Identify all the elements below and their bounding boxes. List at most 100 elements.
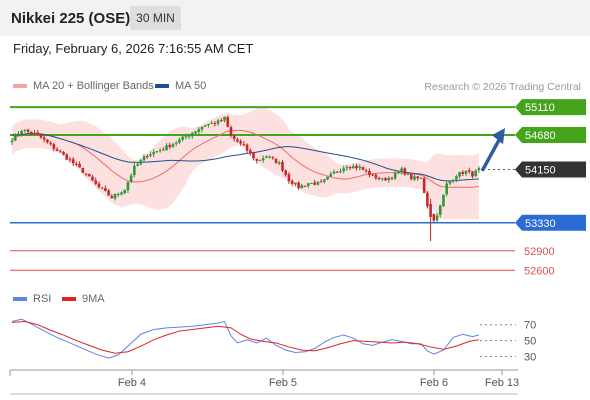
rsi-tick-30: 30 (524, 351, 536, 363)
candle (220, 118, 223, 123)
header-bar: Nikkei 225 (OSE) 30 MIN (0, 0, 590, 36)
candle (339, 168, 342, 174)
credit-text: Research © 2026 Trading Central (424, 81, 581, 93)
candle-body (174, 142, 178, 144)
ma50-label: MA 50 (175, 80, 207, 92)
candle (355, 163, 358, 171)
candle-body (210, 122, 213, 124)
candle-body (213, 123, 217, 125)
candle-body (252, 152, 255, 159)
candle-body (458, 171, 461, 177)
level-label-52900: 52900 (524, 246, 555, 258)
candle-body (403, 168, 407, 175)
candle (229, 125, 233, 138)
candle-body (313, 182, 316, 185)
candle-body (55, 149, 59, 152)
candle-body (75, 163, 78, 165)
candle-body (162, 149, 165, 151)
candle-body (203, 125, 207, 127)
level-label-53330: 53330 (525, 218, 556, 230)
candle (158, 148, 162, 153)
candle-body (422, 178, 426, 193)
candle (384, 177, 387, 182)
level-tag-54150 (515, 161, 586, 178)
candle-body (435, 215, 439, 221)
candle (429, 198, 432, 241)
candle-body (10, 140, 14, 143)
candle-body (65, 154, 69, 160)
candle (100, 187, 104, 190)
candle-body (107, 190, 110, 196)
legend-rsi: RSI (13, 293, 51, 305)
candle (294, 182, 297, 187)
ma20-swatch (13, 84, 27, 89)
candle (42, 135, 46, 143)
candle-body (438, 205, 442, 215)
candle-body (268, 156, 271, 158)
candle-body (207, 123, 210, 126)
candle (371, 173, 374, 177)
candle-body (261, 158, 265, 161)
x-tick-label: Feb 13 (485, 377, 519, 389)
candle (426, 191, 429, 209)
candle (107, 188, 110, 196)
candle (445, 180, 448, 197)
candle-body (149, 154, 152, 156)
level-tag-55110 (515, 99, 586, 116)
candle-body (158, 150, 162, 152)
candle (197, 127, 201, 135)
candle-body (271, 157, 275, 159)
candle (403, 167, 407, 176)
candle (390, 176, 394, 181)
timestamp: Friday, February 6, 2026 7:16:55 AM CET (13, 41, 254, 56)
candle-body (110, 195, 114, 199)
candle-body (191, 132, 194, 137)
candle (345, 165, 349, 171)
candle (361, 166, 365, 171)
candle (368, 168, 371, 178)
candle-body (397, 171, 400, 174)
candle-body (200, 126, 204, 130)
candle (194, 130, 197, 135)
candle (316, 181, 320, 186)
candle-body (94, 180, 98, 184)
x-tick-label: Feb 4 (118, 377, 146, 389)
candle-body (232, 135, 236, 139)
candle (348, 166, 352, 171)
candle (200, 126, 204, 133)
candle-body (445, 183, 448, 195)
candle-body (255, 158, 259, 161)
rsi-swatch (13, 297, 27, 302)
candle (62, 151, 65, 156)
candle-body (145, 156, 149, 158)
candle-body (136, 164, 139, 166)
candle (10, 137, 14, 145)
candle-body (300, 185, 304, 189)
candle (113, 193, 117, 201)
candle (81, 167, 85, 174)
timeframe-button[interactable]: 30 MIN (130, 6, 181, 30)
candle-body (306, 183, 310, 187)
candle-body (181, 136, 184, 140)
candle (145, 154, 149, 159)
candle-body (348, 167, 352, 169)
candle (393, 171, 397, 181)
candle (17, 131, 20, 136)
candle (210, 120, 213, 125)
candle-body (339, 171, 342, 173)
candle (191, 131, 194, 139)
candle-body (91, 176, 94, 181)
candle-body (390, 177, 394, 179)
candle-body (104, 188, 107, 191)
candle (46, 139, 49, 144)
candle (464, 170, 468, 176)
candle-body (23, 129, 27, 131)
x-tick-label: Feb 5 (269, 377, 297, 389)
candle (310, 182, 313, 184)
candle-body (290, 180, 294, 184)
candle-body (429, 203, 432, 217)
candle (448, 180, 452, 186)
candle (239, 139, 242, 146)
candle (149, 151, 152, 158)
